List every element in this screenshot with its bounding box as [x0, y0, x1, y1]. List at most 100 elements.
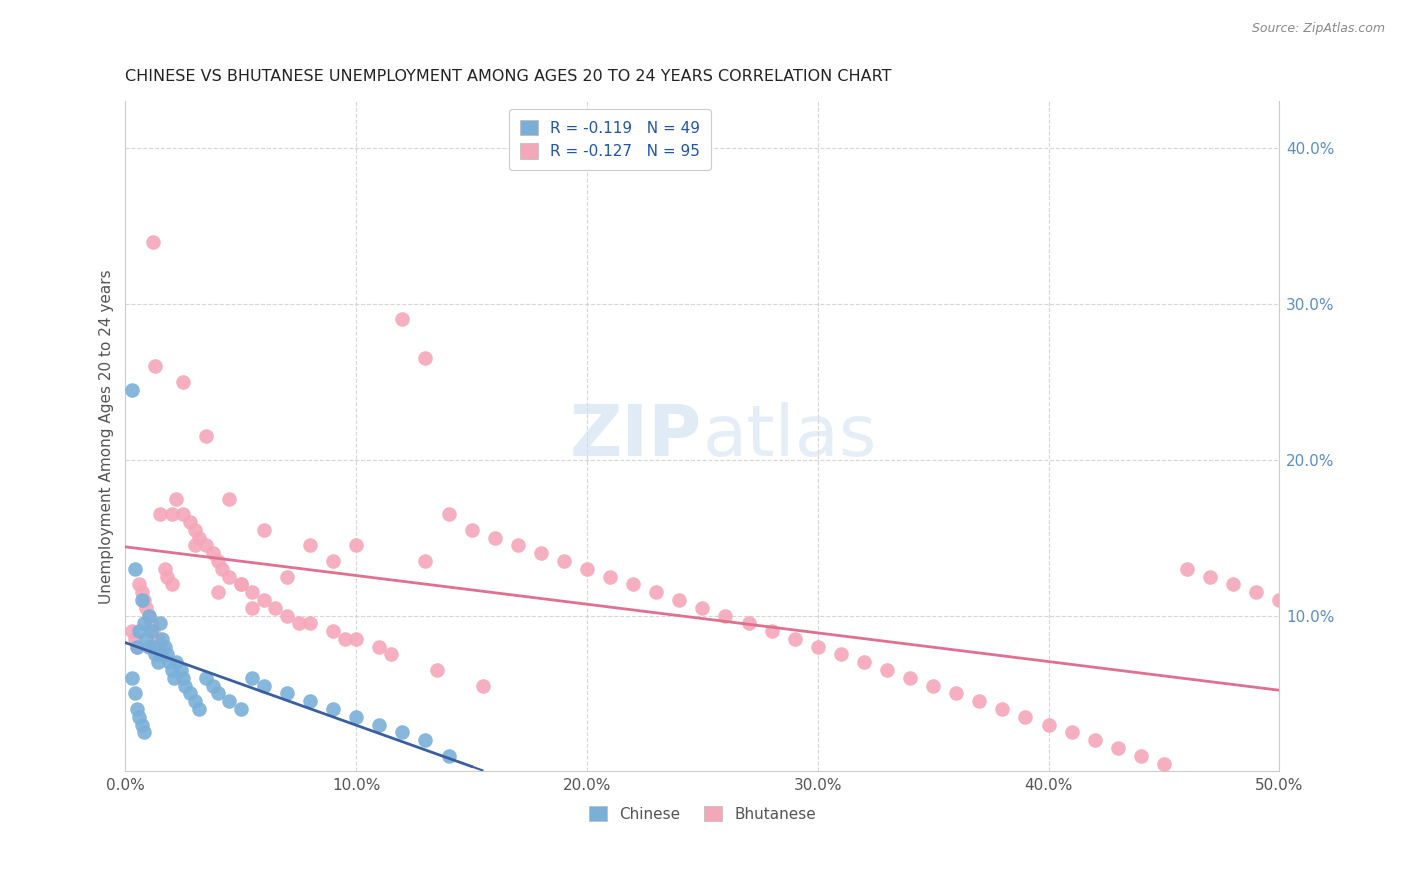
Point [157, 655, 180, 669]
Point [160, 577, 183, 591]
Point [484, 531, 506, 545]
Point [207, 686, 229, 700]
Point [714, 608, 737, 623]
Point [253, 523, 276, 537]
Point [344, 632, 367, 646]
Point [156, 648, 179, 662]
Point [344, 710, 367, 724]
Point [415, 554, 437, 568]
Point [142, 624, 165, 639]
Text: Source: ZipAtlas.com: Source: ZipAtlas.com [1251, 22, 1385, 36]
Point [460, 523, 482, 537]
Point [132, 616, 155, 631]
Point [121, 624, 143, 639]
Point [1014, 710, 1036, 724]
Point [188, 531, 211, 545]
Point [131, 585, 153, 599]
Point [153, 562, 176, 576]
Point [242, 585, 264, 599]
Point [160, 663, 183, 677]
Point [264, 600, 287, 615]
Point [132, 725, 155, 739]
Point [218, 694, 240, 708]
Point [737, 616, 759, 631]
Point [1153, 756, 1175, 771]
Text: atlas: atlas [703, 402, 877, 471]
Point [645, 585, 668, 599]
Point [124, 632, 146, 646]
Point [183, 538, 205, 552]
Point [139, 624, 162, 639]
Point [170, 663, 193, 677]
Point [165, 655, 187, 669]
Point [142, 640, 165, 654]
Point [152, 632, 174, 646]
Point [128, 624, 150, 639]
Point [945, 686, 967, 700]
Point [969, 694, 991, 708]
Point [368, 640, 391, 654]
Point [668, 593, 690, 607]
Point [218, 491, 240, 506]
Point [125, 702, 148, 716]
Point [1107, 741, 1129, 756]
Point [368, 717, 391, 731]
Point [276, 686, 298, 700]
Point [128, 710, 150, 724]
Point [172, 508, 194, 522]
Point [1175, 562, 1198, 576]
Point [138, 640, 160, 654]
Point [195, 671, 218, 685]
Point [146, 632, 169, 646]
Point [576, 562, 599, 576]
Point [138, 608, 160, 623]
Point [149, 648, 172, 662]
Point [1060, 725, 1083, 739]
Point [149, 616, 172, 631]
Point [553, 554, 575, 568]
Point [333, 632, 356, 646]
Point [202, 546, 225, 560]
Point [121, 383, 143, 397]
Point [149, 508, 172, 522]
Point [253, 679, 276, 693]
Point [391, 725, 413, 739]
Point [153, 640, 176, 654]
Point [202, 679, 225, 693]
Point [172, 671, 194, 685]
Point [1199, 569, 1222, 583]
Point [139, 616, 162, 631]
Point [179, 515, 201, 529]
Point [165, 491, 187, 506]
Point [437, 748, 460, 763]
Point [145, 359, 167, 374]
Point [322, 624, 344, 639]
Point [807, 640, 830, 654]
Point [761, 624, 783, 639]
Point [188, 702, 211, 716]
Point [195, 429, 218, 443]
Point [344, 538, 367, 552]
Point [692, 600, 714, 615]
Point [183, 694, 205, 708]
Point [1038, 717, 1060, 731]
Point [391, 312, 413, 326]
Point [160, 508, 183, 522]
Point [506, 538, 529, 552]
Point [621, 577, 644, 591]
Point [852, 655, 875, 669]
Point [830, 648, 852, 662]
Point [128, 577, 150, 591]
Point [242, 600, 264, 615]
Point [1084, 733, 1107, 747]
Point [322, 554, 344, 568]
Point [179, 686, 201, 700]
Point [1222, 577, 1244, 591]
Point [125, 640, 148, 654]
Point [131, 593, 153, 607]
Point [131, 717, 153, 731]
Point [124, 686, 146, 700]
Point [146, 655, 169, 669]
Text: CHINESE VS BHUTANESE UNEMPLOYMENT AMONG AGES 20 TO 24 YEARS CORRELATION CHART: CHINESE VS BHUTANESE UNEMPLOYMENT AMONG … [125, 69, 891, 84]
Y-axis label: Unemployment Among Ages 20 to 24 years: Unemployment Among Ages 20 to 24 years [100, 269, 114, 604]
